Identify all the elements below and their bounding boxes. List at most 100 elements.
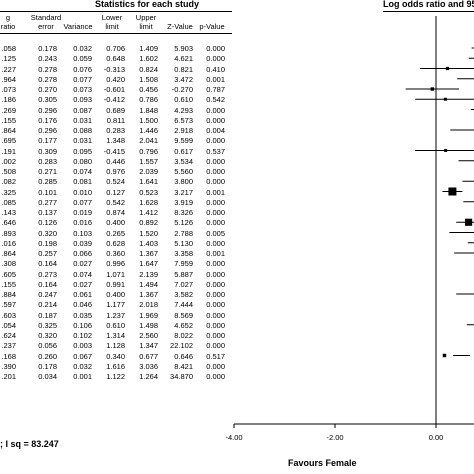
- cell-se: 0.270: [38, 85, 57, 94]
- cell-p: 0.787: [206, 85, 225, 94]
- cell-var: 0.032: [73, 361, 92, 371]
- cell-lor: .508: [1, 167, 16, 176]
- cell-se: 0.178: [38, 44, 57, 53]
- cell-lor: .603: [1, 310, 16, 320]
- cell-se: 0.164: [38, 279, 57, 289]
- cell-lor: .016: [1, 238, 16, 248]
- cell-se: 0.101: [38, 187, 57, 197]
- cell-se: 0.325: [38, 320, 57, 330]
- cell-z: 3.534: [174, 156, 193, 166]
- cell-ll: -0.412: [103, 95, 125, 105]
- cell-ll: 1.128: [106, 341, 125, 351]
- cell-ul: 0.677: [139, 351, 158, 361]
- table-title: Statistics for each study: [95, 0, 200, 9]
- cell-z: 3.217: [174, 187, 193, 197]
- cell-ul: 1.520: [139, 228, 158, 238]
- cell-lor: .695: [1, 136, 16, 146]
- cell-lor: .624: [1, 331, 16, 340]
- cell-ul: 1.508: [139, 74, 158, 84]
- cell-z: 5.126: [174, 218, 193, 228]
- plot-title-rule: [383, 11, 474, 12]
- cell-ll: 0.127: [106, 187, 125, 197]
- column-header-lor: g ratio: [0, 13, 16, 31]
- cell-p: 0.000: [206, 115, 225, 125]
- cell-lor: .884: [1, 290, 16, 299]
- cell-ul: 1.848: [139, 105, 158, 115]
- cell-se: 0.164: [38, 259, 57, 269]
- cell-var: 0.035: [73, 310, 92, 320]
- cell-var: 0.106: [73, 320, 92, 330]
- cell-ll: 0.542: [106, 197, 125, 207]
- cell-p: 0.517: [206, 351, 225, 361]
- cell-ul: 1.500: [139, 115, 158, 125]
- cell-lor: .191: [1, 146, 16, 156]
- effect-marker: [465, 218, 473, 226]
- cell-se: 0.278: [38, 64, 57, 74]
- cell-ul: 0.786: [139, 95, 158, 105]
- cell-var: 0.027: [73, 259, 92, 269]
- cell-ul: 1.641: [139, 177, 158, 187]
- cell-p: 0.000: [206, 279, 225, 289]
- cell-z: 3.919: [174, 197, 193, 207]
- cell-se: 0.214: [38, 300, 57, 310]
- cell-ul: 0.796: [139, 146, 158, 156]
- cell-lor: .073: [1, 85, 16, 94]
- cell-z: -0.270: [171, 85, 193, 94]
- effect-marker: [430, 87, 434, 91]
- cell-ul: 2.039: [139, 167, 158, 176]
- cell-z: 34.870: [170, 372, 193, 381]
- cell-p: 0.537: [206, 146, 225, 156]
- cell-se: 0.320: [38, 331, 57, 340]
- cell-se: 0.277: [38, 197, 57, 207]
- cell-lor: .308: [1, 259, 16, 269]
- cell-lor: .054: [1, 320, 16, 330]
- cell-p: 0.000: [206, 218, 225, 228]
- x-tick-label: -2.00: [326, 433, 344, 442]
- cell-var: 0.003: [73, 341, 92, 351]
- cell-lor: .143: [1, 208, 16, 217]
- cell-var: 0.080: [73, 156, 92, 166]
- cell-se: 0.257: [38, 249, 57, 258]
- effect-marker: [445, 66, 450, 71]
- cell-z: 3.800: [174, 177, 193, 187]
- cell-lor: .155: [1, 279, 16, 289]
- cell-ll: 0.706: [106, 44, 125, 53]
- cell-lor: .168: [1, 351, 16, 361]
- cell-p: 0.000: [206, 197, 225, 207]
- cell-z: 0.610: [174, 95, 193, 105]
- heterogeneity-footer: ; I sq = 83.247: [0, 439, 59, 449]
- cell-p: 0.000: [206, 331, 225, 340]
- cell-z: 0.821: [174, 64, 193, 74]
- cell-lor: .964: [1, 74, 16, 84]
- cell-z: 7.027: [174, 279, 193, 289]
- cell-ll: 0.524: [106, 177, 125, 187]
- column-header-se: Standard error: [30, 13, 62, 31]
- cell-var: 0.077: [73, 74, 92, 84]
- cell-ll: -0.415: [103, 146, 125, 156]
- cell-se: 0.283: [38, 156, 57, 166]
- cell-se: 0.177: [38, 136, 57, 146]
- cell-lor: .325: [1, 187, 16, 197]
- cell-ll: 0.610: [106, 320, 125, 330]
- effect-marker: [444, 149, 448, 152]
- cell-z: 6.573: [174, 115, 193, 125]
- cell-se: 0.296: [38, 126, 57, 135]
- column-header-var: Variance: [63, 22, 93, 31]
- cell-ll: 0.283: [106, 126, 125, 135]
- cell-lor: .605: [1, 269, 16, 279]
- cell-lor: .864: [1, 249, 16, 258]
- cell-se: 0.278: [38, 74, 57, 84]
- cell-ul: 1.446: [139, 126, 158, 135]
- cell-z: 5.903: [174, 44, 193, 53]
- cell-z: 2.788: [174, 228, 193, 238]
- cell-z: 8.326: [174, 208, 193, 217]
- cell-p: 0.004: [206, 126, 225, 135]
- cell-se: 0.260: [38, 351, 57, 361]
- cell-var: 0.103: [73, 228, 92, 238]
- cell-ul: 3.036: [139, 361, 158, 371]
- cell-ll: 1.071: [106, 269, 125, 279]
- cell-var: 0.067: [73, 351, 92, 361]
- cell-ul: 1.498: [139, 320, 158, 330]
- cell-ll: 0.874: [106, 208, 125, 217]
